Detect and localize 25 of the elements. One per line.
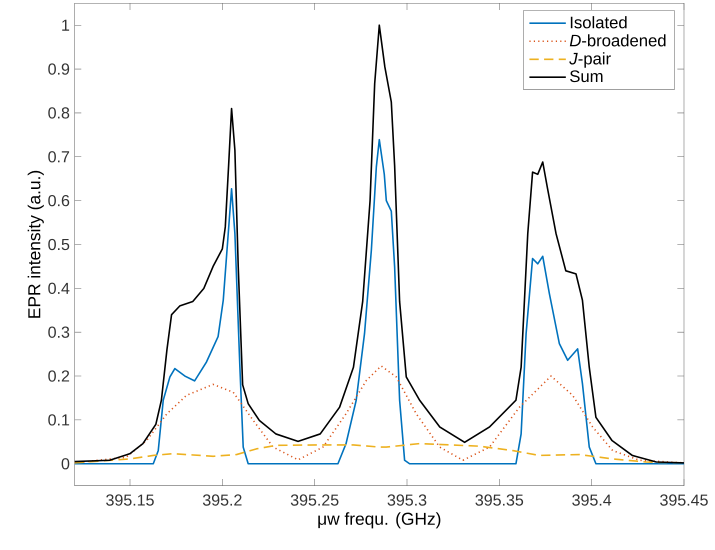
y-tick-label: 0.5 <box>48 238 70 250</box>
y-tick-label: 0.8 <box>48 107 70 119</box>
y-tick-label: 0 <box>62 458 70 470</box>
x-tick-label: 395.15 <box>106 494 154 506</box>
legend-label: Sum <box>570 70 602 82</box>
x-tick-label: 395.4 <box>572 494 612 506</box>
y-tick-label: 0.6 <box>48 194 70 206</box>
x-axis-title: μw frequ. (GHz) <box>318 512 440 528</box>
y-axis-title: EPR intensity (a.u.) <box>28 170 44 318</box>
x-tick-label: 395.25 <box>290 494 338 506</box>
legend-label: Isolated <box>570 16 627 28</box>
y-tick-label: 1 <box>62 20 70 31</box>
line-series <box>74 138 684 465</box>
x-tick-label: 395.2 <box>202 494 242 506</box>
legend-label: J-pair <box>569 52 611 68</box>
x-tick-label: 395.35 <box>475 494 524 506</box>
x-tick-label: 395.3 <box>388 494 426 506</box>
y-tick-label: 0.4 <box>48 282 70 294</box>
y-tick-label: 0.9 <box>48 63 70 75</box>
y-tick-label: 0.1 <box>48 414 70 426</box>
legend-label: D-broadened <box>570 34 666 46</box>
y-tick-label: 0.7 <box>48 151 70 162</box>
y-tick-label: 0.3 <box>48 326 70 338</box>
y-tick-label: 0.2 <box>48 370 70 382</box>
x-tick-label: 395.45 <box>660 494 708 506</box>
